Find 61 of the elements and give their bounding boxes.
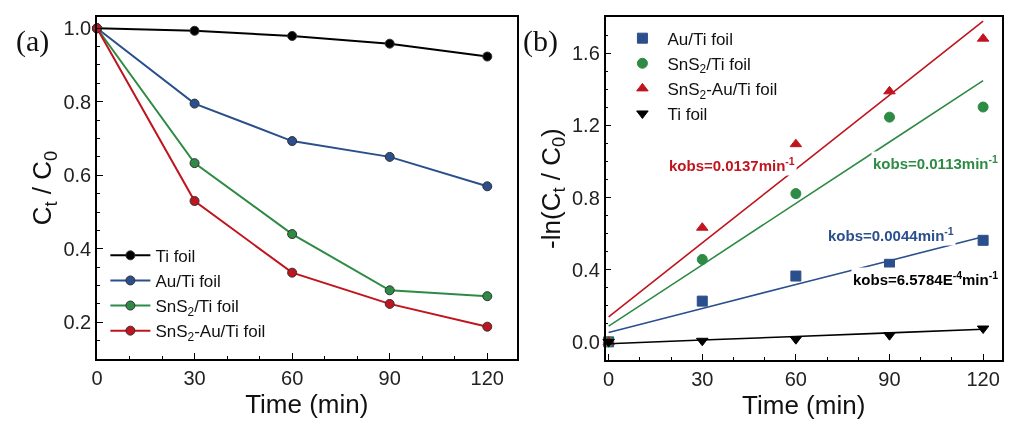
legend-label: SnS$_{2}$/Ti foil: [155, 297, 239, 319]
point: [189, 195, 200, 206]
x-axis-title: Time (min): [742, 389, 866, 420]
legend-label: SnS$_{2}$-Au/Ti foil: [667, 80, 778, 102]
point: [482, 321, 493, 332]
point: [976, 325, 990, 335]
point: [977, 101, 989, 113]
annotation: kobs=0.0137min$^{-1}$: [669, 155, 795, 175]
x-tick-label: 90: [378, 366, 401, 389]
point: [287, 267, 298, 278]
y-tick-label: 0.4: [63, 237, 92, 260]
x-tick-label: 60: [784, 367, 807, 390]
x-tick-label: 0: [603, 367, 615, 390]
y-tick-label: 0.4: [571, 258, 600, 281]
y-tick-label: 1.2: [571, 114, 600, 137]
legend-label: SnS$_{2}$/Ti foil: [667, 54, 751, 77]
point: [384, 298, 395, 309]
point: [790, 188, 802, 200]
y-tick-label: 0.2: [63, 311, 92, 334]
point: [384, 285, 395, 296]
point: [482, 181, 493, 192]
point: [189, 158, 200, 169]
point: [884, 111, 895, 123]
legend-label: Ti foil: [155, 246, 196, 266]
point: [696, 295, 708, 307]
x-tick-label: 30: [183, 366, 206, 389]
point: [384, 38, 395, 49]
legend-label: Ti foil: [667, 105, 708, 125]
x-tick-label: 0: [91, 366, 103, 389]
x-axis-title: Time (min): [245, 388, 369, 419]
point: [287, 229, 298, 240]
point: [789, 138, 803, 148]
y-tick-label: 0.8: [63, 90, 92, 113]
point: [384, 151, 395, 162]
point: [189, 25, 200, 36]
y-tick-label: 0.0: [571, 330, 600, 353]
legend-label: Au/Ti foil: [667, 29, 733, 49]
point: [287, 136, 298, 147]
point: [482, 51, 493, 62]
chart-title: (b): [523, 24, 558, 58]
y-tick-label: 1.0: [63, 17, 92, 40]
legend-label: SnS$_{2}$-Au/Ti foil: [155, 322, 266, 344]
point: [189, 98, 200, 109]
legend-label: Au/Ti foil: [155, 272, 221, 292]
annotation: kobs=0.0044min$^{-1}$: [828, 225, 954, 245]
y-tick-label: 1.6: [571, 42, 600, 65]
annotation: kobs=0.0113min$^{-1}$: [873, 153, 998, 173]
point: [790, 270, 802, 282]
x-tick-label: 90: [878, 367, 901, 390]
x-tick-label: 60: [281, 366, 304, 389]
point: [696, 253, 708, 265]
x-tick-label: 30: [691, 367, 714, 390]
x-tick-label: 120: [966, 367, 1000, 390]
point: [287, 30, 298, 41]
chart-title: (a): [16, 24, 50, 58]
y-tick-label: 0.6: [63, 164, 92, 187]
point: [977, 234, 989, 246]
annotation: kobs=6.5784E$^{-4}$min$^{-1}$: [853, 269, 999, 289]
point: [482, 291, 493, 302]
x-tick-label: 120: [470, 366, 504, 389]
y-tick-label: 0.8: [571, 186, 600, 209]
